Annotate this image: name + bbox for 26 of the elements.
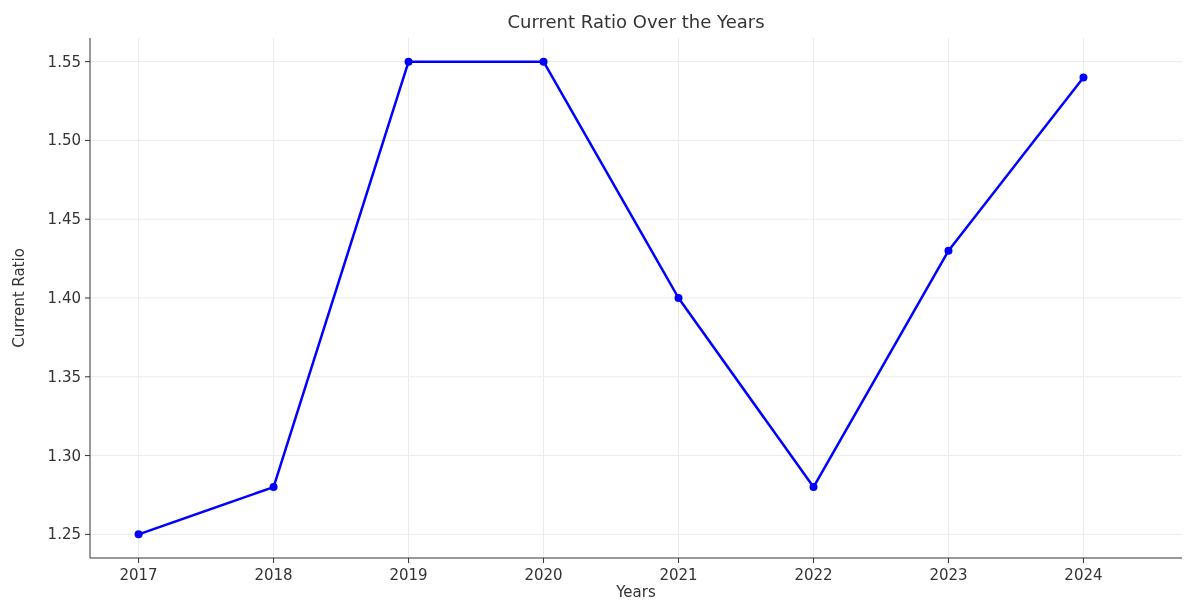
x-tick-label: 2020: [524, 566, 563, 584]
y-tick-label: 1.50: [47, 131, 81, 150]
y-axis-title: Current Ratio: [10, 248, 28, 348]
y-tick-label: 1.55: [47, 52, 81, 71]
y-tick-label: 1.25: [47, 525, 81, 544]
point: [134, 530, 143, 539]
point: [944, 246, 953, 255]
point: [404, 57, 413, 66]
y-tick-label: 1.40: [47, 289, 81, 307]
x-axis-title: Years: [615, 583, 656, 601]
x-tick-label: 2024: [1064, 566, 1103, 584]
x-tick-label: 2023: [929, 566, 968, 584]
x-tick-label: 2022: [794, 566, 833, 584]
point: [809, 483, 818, 492]
point: [539, 57, 548, 66]
x-tick-label: 2017: [119, 566, 158, 584]
point: [674, 294, 683, 302]
point: [1079, 73, 1088, 82]
point: [269, 483, 278, 492]
y-tick-label: 1.30: [47, 446, 81, 465]
x-tick-label: 2018: [254, 566, 293, 584]
x-tick-label: 2021: [659, 566, 698, 584]
x-tick-label: 2019: [389, 566, 428, 584]
y-tick-label: 1.35: [47, 367, 81, 386]
y-tick-label: 1.45: [47, 210, 81, 229]
chart-title: Current Ratio Over the Years: [507, 11, 765, 32]
